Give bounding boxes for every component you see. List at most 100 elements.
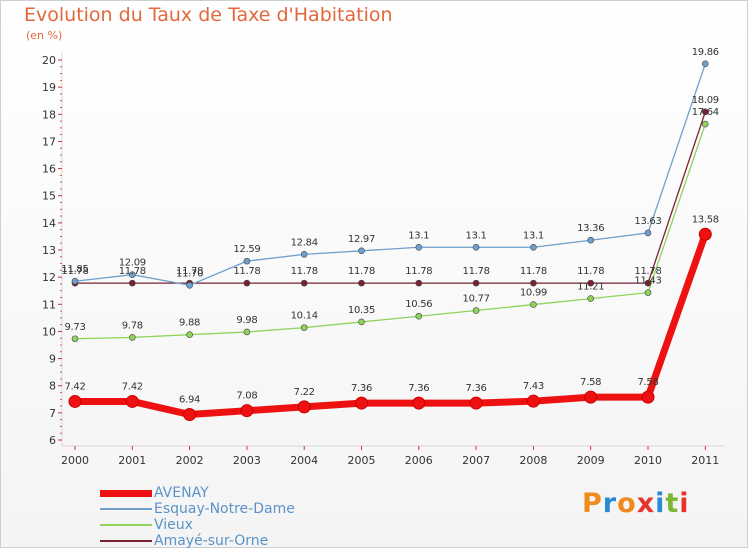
data-point bbox=[472, 279, 480, 287]
data-point bbox=[701, 120, 709, 128]
data-point bbox=[183, 407, 197, 421]
data-point bbox=[472, 243, 480, 251]
legend-label: AVENAY bbox=[154, 485, 209, 501]
y-tick-label: 17 bbox=[42, 135, 56, 148]
y-tick-label: 16 bbox=[42, 163, 56, 176]
x-tick-label: 2010 bbox=[634, 454, 662, 467]
x-tick-label: 2007 bbox=[462, 454, 490, 467]
data-point bbox=[587, 279, 595, 287]
y-tick-label: 15 bbox=[42, 190, 56, 203]
data-point bbox=[240, 404, 254, 418]
data-label: 13.1 bbox=[523, 230, 544, 241]
data-point bbox=[358, 279, 365, 287]
data-label: 7.42 bbox=[122, 381, 143, 392]
data-label: 9.73 bbox=[64, 322, 85, 333]
data-label: 13.1 bbox=[408, 230, 429, 241]
data-point bbox=[297, 400, 311, 414]
data-label: 12.59 bbox=[233, 244, 260, 255]
data-point bbox=[243, 328, 251, 336]
data-label: 9.88 bbox=[179, 318, 200, 329]
data-point bbox=[415, 279, 423, 287]
data-point bbox=[530, 243, 537, 251]
data-label: 13.36 bbox=[577, 223, 604, 234]
data-label: 12.84 bbox=[291, 237, 318, 248]
x-tick-label: 2009 bbox=[577, 454, 605, 467]
data-point bbox=[300, 279, 308, 287]
data-point bbox=[415, 243, 423, 251]
data-point bbox=[472, 307, 480, 314]
data-point bbox=[300, 251, 308, 258]
data-label: 19.86 bbox=[692, 47, 719, 58]
data-point bbox=[698, 227, 712, 241]
data-label: 18.09 bbox=[692, 95, 719, 106]
data-point bbox=[129, 271, 136, 279]
y-tick-label: 13 bbox=[42, 244, 56, 257]
data-label: 11.78 bbox=[577, 266, 604, 277]
data-point bbox=[530, 279, 537, 287]
data-label: 13.58 bbox=[692, 214, 719, 225]
data-label: 7.43 bbox=[523, 381, 544, 392]
data-point bbox=[469, 396, 483, 410]
data-point bbox=[415, 312, 423, 320]
x-tick-label: 2004 bbox=[290, 454, 318, 467]
data-label: 12.09 bbox=[119, 258, 146, 269]
data-label: 7.58 bbox=[580, 377, 601, 388]
legend-swatch bbox=[100, 508, 152, 510]
data-point bbox=[129, 279, 136, 287]
y-tick-label: 10 bbox=[42, 325, 56, 338]
series-line bbox=[74, 111, 706, 284]
legend-label: Amayé-sur-Orne bbox=[154, 533, 269, 549]
data-label: 9.98 bbox=[236, 315, 257, 326]
data-point bbox=[587, 295, 595, 302]
data-point bbox=[355, 396, 368, 410]
legend-swatch bbox=[100, 524, 152, 526]
data-point bbox=[644, 229, 652, 237]
x-tick-label: 2000 bbox=[61, 454, 89, 467]
data-point bbox=[701, 60, 709, 68]
data-label: 11.78 bbox=[233, 266, 260, 277]
data-point bbox=[530, 301, 537, 308]
legend-label: Esquay-Notre-Dame bbox=[154, 501, 295, 517]
data-label: 17.64 bbox=[692, 107, 719, 118]
logo-letter: r bbox=[602, 488, 618, 519]
data-label: 7.08 bbox=[236, 391, 257, 402]
data-point bbox=[644, 289, 652, 296]
data-point bbox=[243, 257, 251, 265]
data-label: 13.63 bbox=[634, 216, 661, 227]
data-point bbox=[129, 334, 136, 341]
data-label: 7.36 bbox=[466, 383, 487, 394]
x-tick-label: 2002 bbox=[176, 454, 204, 467]
y-tick-label: 19 bbox=[42, 81, 56, 94]
chart-title: Evolution du Taux de Taxe d'Habitation bbox=[24, 4, 393, 26]
data-point bbox=[587, 236, 595, 244]
x-tick-label: 2006 bbox=[405, 454, 433, 467]
data-label: 11.78 bbox=[348, 266, 375, 277]
data-label: 12.97 bbox=[348, 234, 375, 245]
data-label: 11.78 bbox=[634, 266, 661, 277]
data-label: 6.94 bbox=[179, 394, 200, 405]
x-tick-label: 2008 bbox=[519, 454, 547, 467]
data-point bbox=[644, 279, 652, 287]
data-label: 10.14 bbox=[291, 311, 318, 322]
data-point bbox=[412, 396, 426, 410]
logo-letter: o bbox=[617, 488, 637, 519]
data-label: 10.56 bbox=[405, 299, 432, 310]
data-point bbox=[526, 394, 540, 408]
logo-letter: P bbox=[582, 488, 603, 519]
data-label: 10.35 bbox=[348, 305, 375, 316]
y-tick-label: 8 bbox=[49, 380, 56, 393]
data-label: 11.78 bbox=[405, 266, 432, 277]
data-label: 7.22 bbox=[294, 387, 315, 398]
data-label: 11.21 bbox=[577, 282, 604, 293]
x-tick-label: 2003 bbox=[233, 454, 261, 467]
legend-swatch bbox=[100, 490, 152, 497]
logo-letter: t bbox=[665, 488, 680, 519]
y-tick-label: 12 bbox=[42, 271, 56, 284]
y-tick-label: 18 bbox=[42, 108, 56, 121]
data-point bbox=[358, 318, 365, 326]
data-label: 7.36 bbox=[351, 383, 372, 394]
data-label: 11.78 bbox=[119, 266, 146, 277]
x-tick-label: 2011 bbox=[691, 454, 719, 467]
data-label: 9.78 bbox=[122, 320, 143, 331]
data-point bbox=[186, 281, 193, 289]
